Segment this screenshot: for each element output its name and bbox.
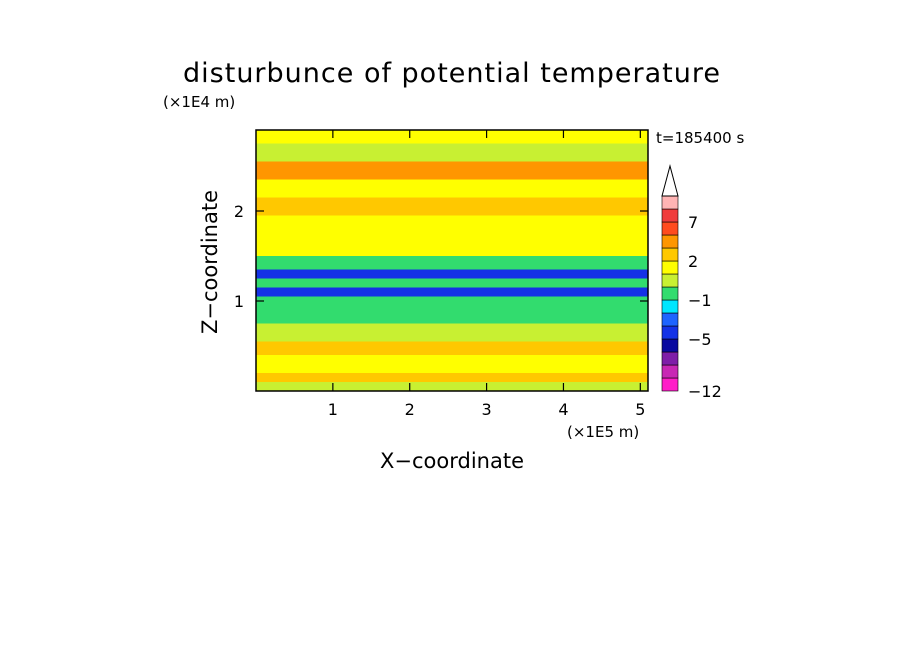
plot-frame bbox=[255, 129, 649, 392]
contour-field bbox=[256, 130, 648, 391]
colorbar-swatch bbox=[661, 299, 679, 314]
colorbar-extend-arrow bbox=[661, 164, 679, 197]
y-tick-label: 1 bbox=[234, 292, 244, 311]
colorbar-swatch bbox=[661, 351, 679, 366]
contour-band-4 bbox=[256, 323, 648, 342]
contour-band-11 bbox=[256, 233, 648, 256]
colorbar-swatch bbox=[661, 325, 679, 340]
x-tick-label: 2 bbox=[405, 400, 415, 419]
x-axis-label: X−coordinate bbox=[380, 449, 524, 473]
contour-band-14 bbox=[256, 179, 648, 198]
colorbar-swatch bbox=[661, 364, 679, 379]
contour-band-5 bbox=[256, 310, 648, 324]
contour-band-17 bbox=[256, 130, 648, 144]
contour-band-9 bbox=[256, 269, 648, 279]
colorbar-swatch bbox=[661, 273, 679, 288]
colorbar-swatch bbox=[661, 286, 679, 301]
contour-band-13 bbox=[256, 197, 648, 216]
colorbar-tick-label: −5 bbox=[688, 330, 712, 349]
x-unit-label: (×1E5 m) bbox=[567, 423, 640, 441]
colorbar-swatch bbox=[661, 221, 679, 236]
colorbar-swatch bbox=[661, 208, 679, 223]
contour-band-10 bbox=[256, 256, 648, 270]
contour-band-12 bbox=[256, 215, 648, 234]
colorbar-swatch bbox=[661, 195, 679, 210]
chart-title: disturbunce of potential temperature bbox=[183, 58, 721, 89]
colorbar-tick-label: −1 bbox=[688, 291, 712, 310]
colorbar-swatch bbox=[661, 312, 679, 327]
contour-band-8 bbox=[256, 278, 648, 288]
x-tick-label: 5 bbox=[635, 400, 645, 419]
colorbar-swatch bbox=[661, 260, 679, 275]
contour-band-0 bbox=[256, 382, 648, 391]
z-unit-label: (×1E4 m) bbox=[163, 93, 236, 111]
colorbar-tick-label: 7 bbox=[688, 213, 698, 232]
x-tick-label: 4 bbox=[558, 400, 568, 419]
colorbar-swatch bbox=[661, 377, 679, 392]
colorbar-tick-label: −12 bbox=[688, 382, 722, 401]
colorbar-swatch bbox=[661, 234, 679, 249]
contour-band-2 bbox=[256, 355, 648, 373]
contour-band-16 bbox=[256, 143, 648, 162]
contour-band-3 bbox=[256, 341, 648, 355]
colorbar-swatch bbox=[661, 247, 679, 262]
time-label: t=185400 s bbox=[656, 129, 745, 147]
x-tick-label: 1 bbox=[328, 400, 338, 419]
contour-band-15 bbox=[256, 161, 648, 180]
colorbar: 7 2 −1 −5 −12 bbox=[661, 164, 722, 401]
x-tick-label: 3 bbox=[481, 400, 491, 419]
colorbar-swatch bbox=[661, 338, 679, 353]
contour-band-6 bbox=[256, 296, 648, 310]
axes: 1 2 3 4 5 1 2 bbox=[234, 130, 648, 419]
y-tick-label: 2 bbox=[234, 202, 244, 221]
contour-band-1 bbox=[256, 373, 648, 382]
colorbar-tick-label: 2 bbox=[688, 252, 698, 271]
contour-band-7 bbox=[256, 287, 648, 297]
